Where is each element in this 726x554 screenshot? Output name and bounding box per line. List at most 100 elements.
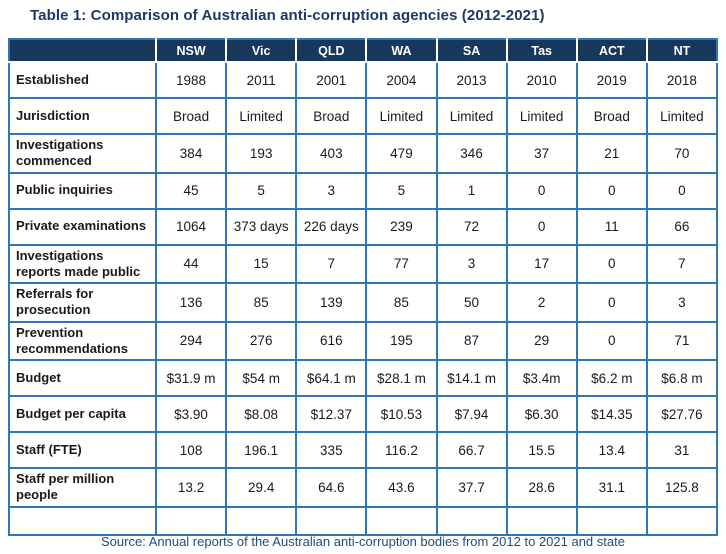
cell: $54 m: [225, 359, 298, 397]
table-row: Staff per million people 13.2 29.4 64.6 43.6…: [8, 467, 719, 508]
row-label: Referrals for prosecution: [8, 282, 157, 323]
cell: 195: [365, 320, 438, 361]
cell: 276: [225, 320, 298, 361]
cell: 5: [365, 171, 438, 210]
cell: Broad: [295, 97, 368, 135]
cell: 45: [154, 171, 228, 210]
cell: Broad: [154, 97, 228, 135]
cell: 29: [505, 320, 578, 361]
cell: 2019: [575, 61, 648, 99]
cell: Broad: [575, 97, 648, 135]
cell: 64.6: [295, 467, 368, 508]
table-row: Budget per capita $3.90 $8.08 $12.37 $10.53 $…: [8, 395, 719, 433]
cell: 139: [295, 282, 368, 323]
cell: 7: [295, 243, 368, 284]
table-body: Established 1988 2011 2001 2004 2013 2010 2019 2…: [8, 61, 719, 536]
cell: $14.35: [575, 395, 648, 433]
cell: $6.2 m: [575, 359, 648, 397]
cell: 2010: [505, 61, 578, 99]
cell: [365, 505, 438, 536]
corner-header-cell: [9, 39, 156, 63]
column-header-row: NSW Vic QLD WA SA Tas ACT NT: [9, 39, 717, 63]
cell: 136: [154, 282, 228, 323]
comparison-table: NSW Vic QLD WA SA Tas ACT NT Established 1988 201…: [8, 38, 719, 536]
row-label: Staff (FTE): [8, 431, 157, 469]
cell: 335: [295, 431, 368, 469]
cell: 2013: [435, 61, 508, 99]
cell: 0: [505, 171, 578, 210]
cell: [154, 505, 228, 536]
table-header: NSW Vic QLD WA SA Tas ACT NT: [9, 39, 717, 63]
cell: [575, 505, 648, 536]
cell: $6.30: [505, 395, 578, 433]
cell: 108: [154, 431, 228, 469]
cell: 1064: [154, 207, 228, 246]
cell: Limited: [365, 97, 438, 135]
cell: 37.7: [435, 467, 508, 508]
cell: 72: [435, 207, 508, 246]
row-label: Established: [8, 61, 157, 99]
cell: 0: [575, 243, 648, 284]
cell: [645, 505, 719, 536]
cell: 43.6: [365, 467, 438, 508]
table-row: Prevention recommendations 294 276 616 195 87…: [8, 320, 719, 361]
cell: 2001: [295, 61, 368, 99]
cell: 196.1: [225, 431, 298, 469]
cell: 479: [365, 133, 438, 174]
cell: 87: [435, 320, 508, 361]
table-row: Public inquiries 45 5 3 5 1 0 0 0: [8, 171, 719, 210]
cell: 66.7: [435, 431, 508, 469]
row-label: Prevention recommendations: [8, 320, 157, 361]
cell: $6.8 m: [645, 359, 719, 397]
cell: $12.37: [295, 395, 368, 433]
cell: 0: [575, 320, 648, 361]
cell: 2004: [365, 61, 438, 99]
cell: 77: [365, 243, 438, 284]
cell: 7: [645, 243, 719, 284]
cell: [225, 505, 298, 536]
cell: 31.1: [575, 467, 648, 508]
cell: $64.1 m: [295, 359, 368, 397]
cell: 2: [505, 282, 578, 323]
cell: 66: [645, 207, 719, 246]
cell: 1988: [154, 61, 228, 99]
cell: 0: [505, 207, 578, 246]
cell: $14.1 m: [435, 359, 508, 397]
row-label: [8, 505, 157, 536]
cell: 2011: [225, 61, 298, 99]
cell: [505, 505, 578, 536]
cell: 0: [645, 171, 719, 210]
cell: 3: [645, 282, 719, 323]
cell: 1: [435, 171, 508, 210]
cell: 21: [575, 133, 648, 174]
cell: 15.5: [505, 431, 578, 469]
cell: 3: [295, 171, 368, 210]
cell: 294: [154, 320, 228, 361]
column-header-act: ACT: [575, 39, 647, 63]
cell: [295, 505, 368, 536]
cell: $31.9 m: [154, 359, 228, 397]
cell: 85: [365, 282, 438, 323]
source-note: Source: Annual reports of the Australian…: [101, 534, 625, 549]
cell: 226 days: [295, 207, 368, 246]
cell: 3: [435, 243, 508, 284]
column-header-vic: Vic: [225, 39, 297, 63]
column-header-nsw: NSW: [154, 39, 227, 63]
comparison-table-container: NSW Vic QLD WA SA Tas ACT NT Established 1988 201…: [8, 38, 719, 536]
cell: 85: [225, 282, 298, 323]
cell: 13.4: [575, 431, 648, 469]
row-label: Budget: [8, 359, 157, 397]
row-label: Investigations commenced: [8, 133, 157, 174]
cell: 0: [575, 171, 648, 210]
cell: 384: [154, 133, 228, 174]
cell: $3.4m: [505, 359, 578, 397]
row-label: Private examinations: [8, 207, 157, 246]
cell: 50: [435, 282, 508, 323]
table-row: Jurisdiction Broad Limited Broad Limited Limi…: [8, 97, 719, 135]
cell: $10.53: [365, 395, 438, 433]
table-row: Referrals for prosecution 136 85 139 85 50 2 0 3: [8, 282, 719, 323]
table-row: Staff (FTE) 108 196.1 335 116.2 66.7 15.5 13.4 3…: [8, 431, 719, 469]
cell: 13.2: [154, 467, 228, 508]
cell: $27.76: [645, 395, 719, 433]
cell: Limited: [505, 97, 578, 135]
